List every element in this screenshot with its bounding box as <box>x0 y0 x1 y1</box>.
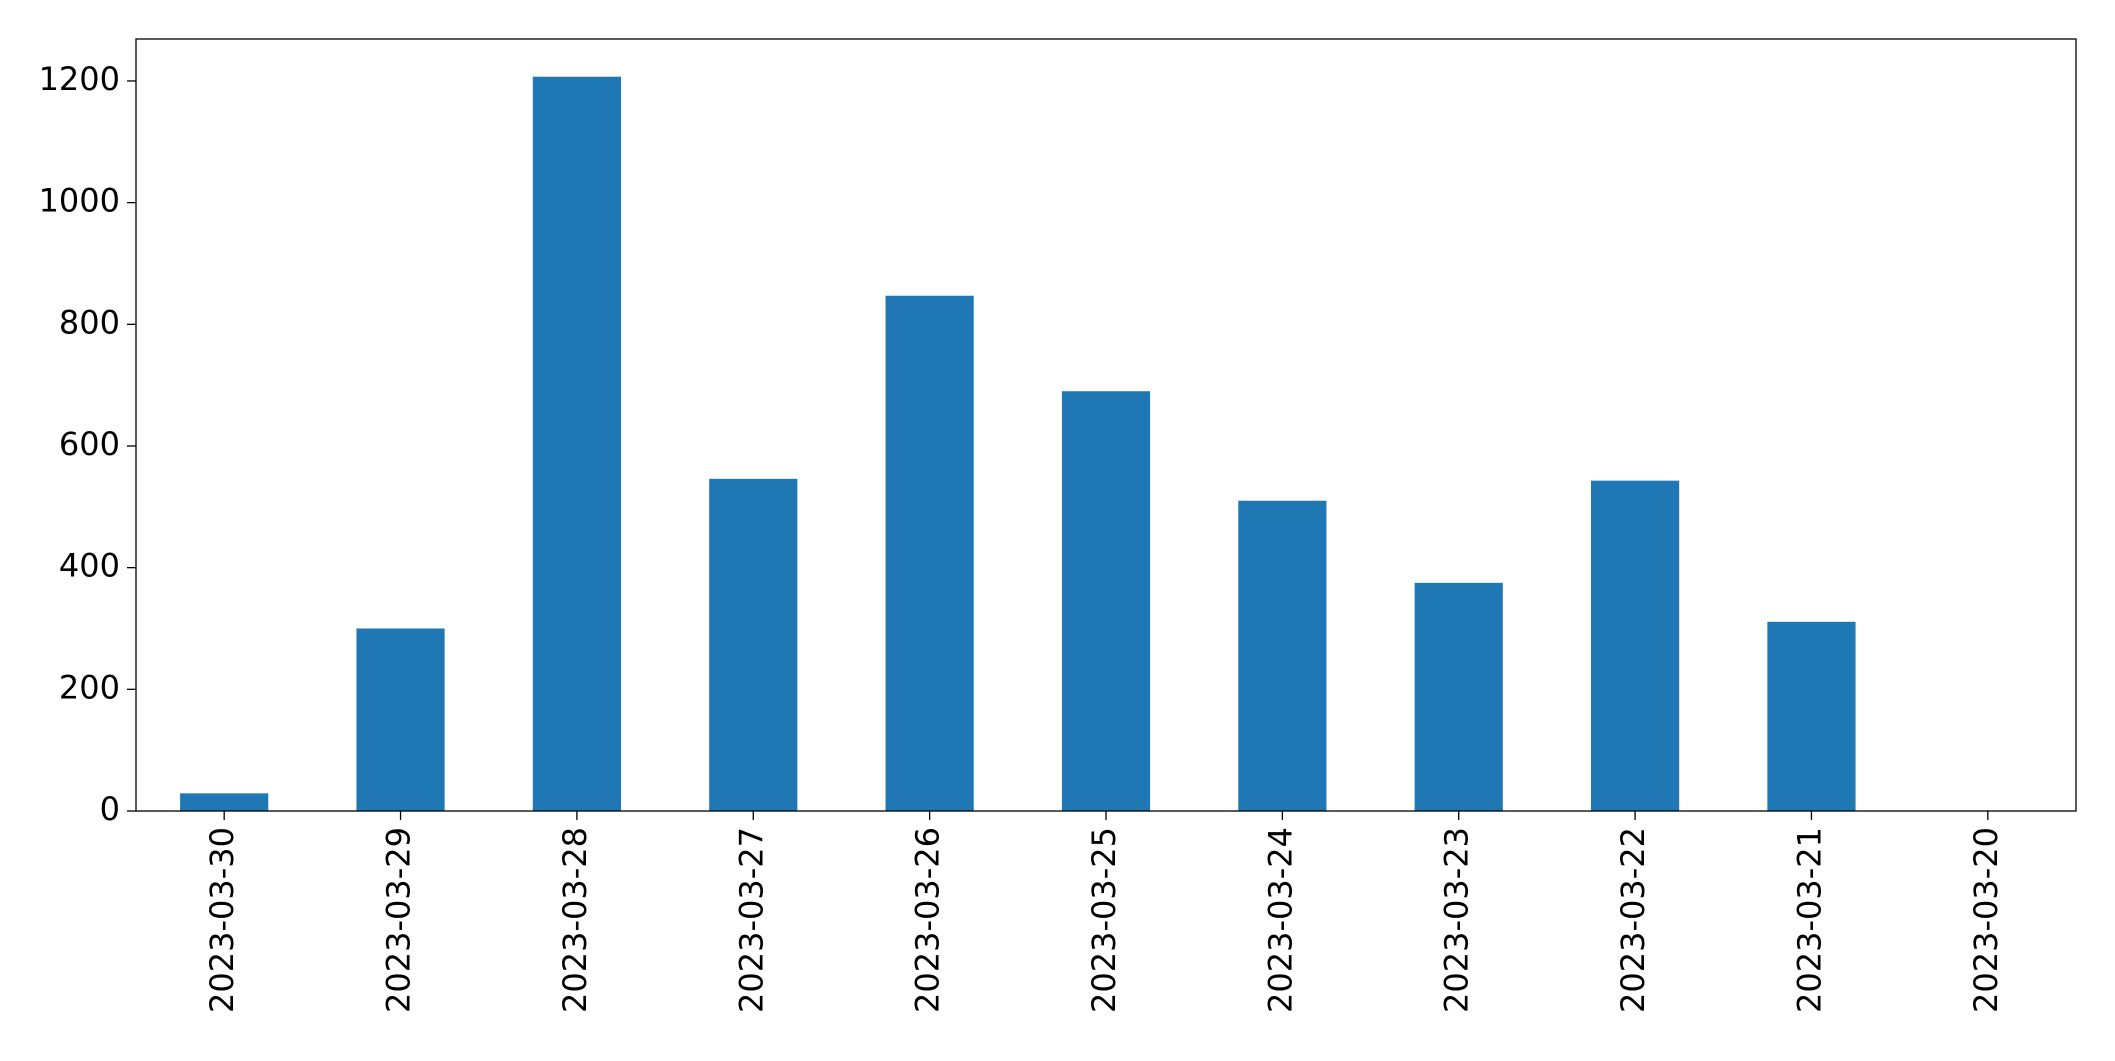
y-tick-label: 0 <box>100 790 120 828</box>
x-tick-label: 2023-03-24 <box>1261 827 1299 1013</box>
x-tick-label: 2023-03-29 <box>380 827 418 1013</box>
y-tick-label: 400 <box>59 547 120 585</box>
bar <box>1414 582 1503 811</box>
x-tick-label: 2023-03-23 <box>1438 827 1476 1013</box>
bar <box>1767 621 1856 811</box>
bar <box>532 76 621 811</box>
y-tick-label: 200 <box>59 668 120 706</box>
bar <box>1238 500 1327 811</box>
y-tick-label: 800 <box>59 303 120 341</box>
bar <box>356 628 445 811</box>
bar <box>1061 391 1151 811</box>
y-tick-label: 1200 <box>39 60 120 98</box>
y-tick-label: 600 <box>59 425 120 463</box>
x-tick-label: 2023-03-27 <box>732 827 770 1013</box>
bar <box>1591 480 1680 811</box>
x-tick-label: 2023-03-28 <box>556 827 594 1013</box>
x-tick-label: 2023-03-25 <box>1085 827 1123 1013</box>
x-tick-label: 2023-03-26 <box>909 827 947 1013</box>
x-tick-label: 2023-03-20 <box>1967 827 2005 1013</box>
bar <box>885 295 974 811</box>
x-tick-label: 2023-03-22 <box>1614 827 1652 1013</box>
y-tick-label: 1000 <box>39 182 120 220</box>
x-tick-label: 2023-03-30 <box>203 827 241 1013</box>
plot-frame <box>135 38 2077 812</box>
bar <box>180 793 269 811</box>
bar <box>709 478 798 811</box>
x-tick-label: 2023-03-21 <box>1790 827 1828 1013</box>
